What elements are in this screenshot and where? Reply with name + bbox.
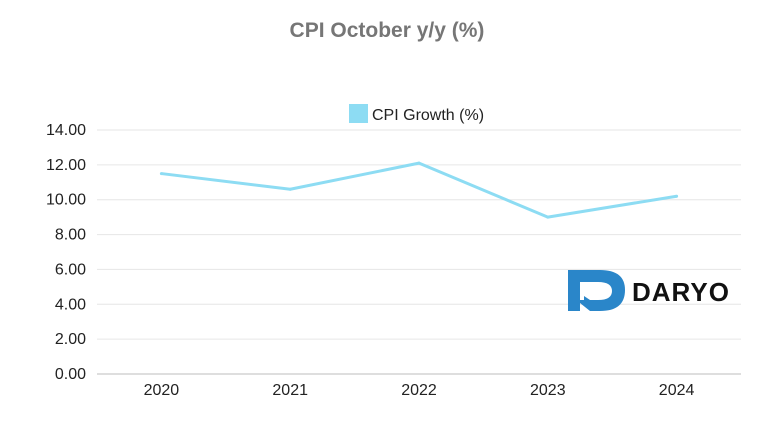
series-cpi-growth bbox=[159, 161, 679, 219]
x-tick-label: 2020 bbox=[144, 382, 180, 399]
y-tick-label: 14.00 bbox=[46, 122, 86, 139]
y-tick-label: 8.00 bbox=[55, 227, 86, 244]
legend-label: CPI Growth (%) bbox=[372, 107, 484, 124]
y-tick-label: 0.00 bbox=[55, 366, 86, 383]
data-point bbox=[288, 187, 292, 191]
data-point bbox=[417, 161, 421, 165]
x-tick-label: 2021 bbox=[272, 382, 308, 399]
x-tick-label: 2024 bbox=[659, 382, 695, 399]
y-axis-ticks: 0.00 2.00 4.00 6.00 8.00 10.00 12.00 14.00 bbox=[46, 122, 86, 383]
data-point bbox=[675, 194, 679, 198]
y-tick-label: 2.00 bbox=[55, 331, 86, 348]
y-tick-label: 10.00 bbox=[46, 192, 86, 209]
x-tick-label: 2023 bbox=[530, 382, 566, 399]
gridlines bbox=[97, 129, 741, 375]
daryo-logo: DARYO bbox=[568, 270, 730, 311]
data-point bbox=[159, 172, 163, 176]
x-axis-ticks: 2020 2021 2022 2023 2024 bbox=[144, 382, 695, 399]
chart-title: CPI October y/y (%) bbox=[290, 19, 485, 42]
y-tick-label: 4.00 bbox=[55, 296, 86, 313]
y-tick-label: 6.00 bbox=[55, 261, 86, 278]
series-line bbox=[161, 161, 677, 219]
daryo-logo-text: DARYO bbox=[632, 277, 730, 307]
y-tick-label: 12.00 bbox=[46, 157, 86, 174]
legend-swatch bbox=[349, 104, 368, 123]
x-tick-label: 2022 bbox=[401, 382, 437, 399]
legend: CPI Growth (%) bbox=[349, 104, 484, 124]
data-point bbox=[546, 215, 550, 219]
